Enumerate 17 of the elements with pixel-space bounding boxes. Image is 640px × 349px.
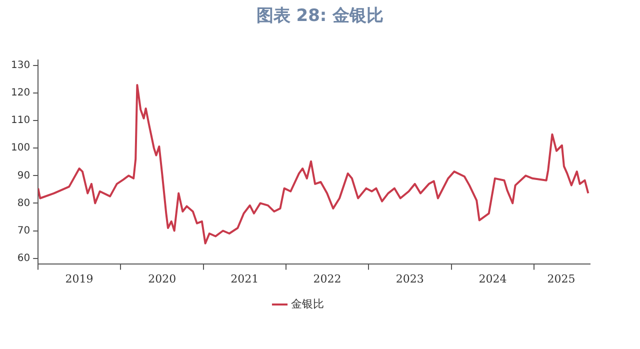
x-tick-label: 2025 [547,272,576,286]
x-tick-label: 2020 [148,272,176,286]
y-tick-label: 70 [17,225,30,236]
x-tick-label: 2024 [478,272,507,286]
y-tick-label: 120 [10,88,30,99]
x-tick-label: 2023 [396,272,424,286]
chart-title: 图表 28: 金银比 [255,5,385,27]
y-tick-label: 100 [10,142,30,154]
legend-label: 金银比 [290,297,324,310]
x-tick-label: 2022 [313,272,342,286]
x-tick-label: 2019 [65,272,94,286]
y-tick-label: 80 [17,198,30,209]
x-tick-label: 2021 [230,272,259,286]
y-tick-label: 130 [10,60,30,72]
y-tick-label: 110 [10,115,30,126]
y-tick-label: 90 [17,170,30,182]
y-tick-label: 60 [17,252,30,264]
